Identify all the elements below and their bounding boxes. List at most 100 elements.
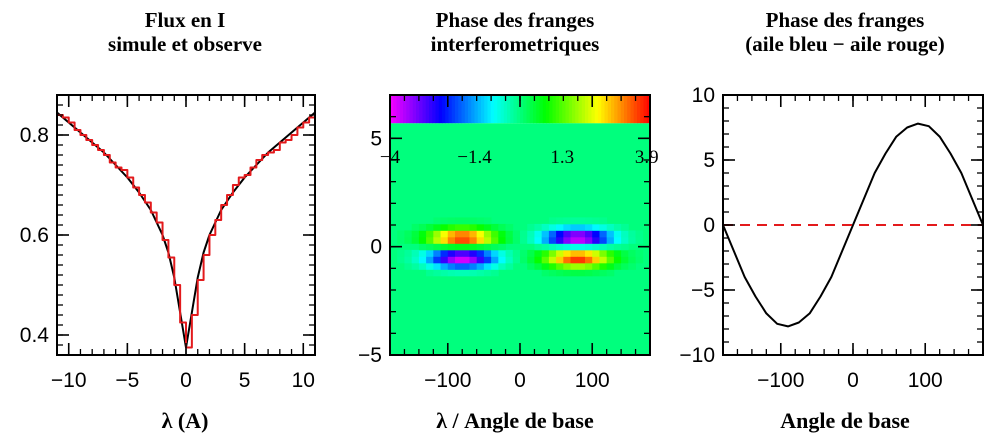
chart2-colorbar-cell — [422, 95, 427, 124]
chart2-heatmap-cell — [498, 249, 506, 257]
chart2-heatmap-cell — [563, 249, 571, 257]
chart2-heatmap-cell — [527, 223, 535, 231]
chart2-colorbar: −4 −1.4 1.3 3.9 — [380, 95, 659, 168]
chart2-heatmap-cell — [570, 243, 579, 251]
chart2-colorbar-cell — [487, 95, 492, 124]
chart1-title-line2: simule et observe — [108, 32, 262, 56]
chart2-heatmap-cell — [599, 249, 608, 257]
chart2-colorbar-cell — [520, 95, 524, 124]
chart2-heatmap-cell — [469, 269, 478, 277]
chart2-heatmap-cell — [563, 236, 571, 244]
chart1-axes: −10 −5 0 5 10 0.4 0.6 0.8 — [20, 94, 316, 392]
chart2-heatmap-cell — [433, 262, 441, 270]
chart2-heatmap-cell — [455, 230, 463, 238]
chart2-colorbar-cell — [604, 95, 609, 124]
chart1-series-2-line — [57, 112, 315, 349]
chart2-heatmap-cell — [447, 243, 456, 251]
chart2-heatmap-cell — [411, 230, 420, 238]
chart2-heatmap-cell — [426, 236, 434, 244]
chart2-heatmap-cell — [455, 236, 463, 244]
chart2-heatmap-cell — [491, 249, 499, 257]
chart2-colorbar-cell — [594, 95, 599, 124]
chart2-colorbar-cell — [471, 95, 476, 124]
chart2-heatmap-cell — [462, 249, 470, 257]
chart2-heatmap-cell — [613, 262, 622, 270]
chart2-heatmap-cell — [599, 269, 608, 277]
chart2-heatmap-cell — [592, 269, 600, 277]
chart2-heatmap-cell — [577, 249, 586, 257]
chart2-heatmap-cell — [599, 223, 608, 231]
chart2-heatmap-cell — [585, 262, 593, 270]
chart2-heatmap-cell — [613, 236, 622, 244]
chart3-xlabel: Angle de base — [780, 408, 910, 433]
chart2-colorbar-cell — [474, 95, 479, 124]
chart2-heatmap-cell — [613, 256, 622, 264]
chart2-colorbar-cell — [637, 95, 641, 124]
chart2-colorbar-cell — [536, 95, 541, 124]
chart2-heatmap-cell — [556, 230, 564, 238]
chart1-x-tick-label: 5 — [239, 369, 251, 392]
chart2-heatmap-cell — [476, 243, 485, 251]
chart2-heatmap-cell — [498, 256, 506, 264]
chart2-heatmap-cell — [570, 269, 579, 277]
chart2-heatmap-cell — [483, 269, 492, 277]
chart2-heatmap-cell — [556, 256, 564, 264]
chart2-heatmap-cell — [527, 262, 535, 270]
chart1-title-line1: Flux en I — [144, 8, 226, 32]
chart1-y-tick-label: 0.8 — [20, 124, 49, 147]
chart2-heatmap-cell — [541, 269, 550, 277]
chart2-colorbar-cell — [624, 95, 628, 124]
chart2-colorbar-cell — [578, 95, 583, 124]
chart2-heatmap-cell — [491, 223, 499, 231]
chart2-heatmap-cell — [411, 249, 420, 257]
chart2-colorbar-cell — [617, 95, 622, 124]
chart2-heatmap-cell — [556, 217, 564, 225]
chart2-heatmap-cell — [433, 217, 441, 225]
chart2-x-tick-label: −100 — [424, 369, 471, 392]
chart2-heatmap-cell — [541, 230, 550, 238]
chart2-colorbar-cell — [416, 95, 420, 124]
chart2-heatmap-cell — [491, 262, 499, 270]
chart2-heatmap-cell — [498, 230, 506, 238]
chart2-heatmap-cell — [404, 249, 413, 257]
chart2-colorbar-label: 1.3 — [550, 147, 574, 168]
chart2-heatmap-cell — [440, 256, 449, 264]
chart3-x-tick-label: 0 — [847, 369, 859, 392]
chart2-colorbar-cell — [390, 95, 394, 124]
chart2-heatmap-cell — [462, 243, 470, 251]
chart2-heatmap-cell — [570, 230, 579, 238]
chart2-colorbar-cell — [614, 95, 619, 124]
chart2-heatmap-cell — [455, 217, 463, 225]
chart2-heatmap-cell — [541, 236, 550, 244]
chart2-heatmap-cell — [440, 249, 449, 257]
chart2-heatmap-cell — [483, 223, 492, 231]
chart2-heatmap-cell — [548, 249, 557, 257]
chart2-heatmap-cell — [592, 243, 600, 251]
chart2-heatmap-cell — [433, 249, 441, 257]
chart2-heatmap-cell — [491, 236, 499, 244]
chart2-heatmap-cell — [505, 230, 514, 238]
chart2-heatmap-cell — [476, 269, 485, 277]
chart2-heatmap-cell — [418, 230, 427, 238]
chart2-colorbar-cell — [546, 95, 550, 124]
chart2-heatmap-cell — [585, 249, 593, 257]
chart2-heatmap-cell — [585, 217, 593, 225]
chart2-colorbar-cell — [425, 95, 430, 124]
chart2-heatmap-cell — [476, 236, 485, 244]
chart2-colorbar-cell — [500, 95, 505, 124]
chart2-heatmap-cell — [628, 236, 636, 244]
chart2-heatmap-cell — [534, 262, 543, 270]
chart2-colorbar-cell — [526, 95, 531, 124]
chart2-colorbar-cell — [601, 95, 606, 124]
chart2-colorbar-cell — [461, 95, 466, 124]
chart2-colorbar-cell — [611, 95, 615, 124]
chart2-heatmap-cell — [534, 256, 543, 264]
chart2-heatmap-cell — [426, 249, 434, 257]
chart2-heatmap-cell — [534, 230, 543, 238]
chart2-heatmap-cell — [447, 223, 456, 231]
chart2-heatmap-cell — [426, 269, 434, 277]
chart2-heatmap-cell — [548, 217, 557, 225]
chart1-x-tick-label: −5 — [115, 369, 139, 392]
chart2-heatmap-cell — [498, 236, 506, 244]
